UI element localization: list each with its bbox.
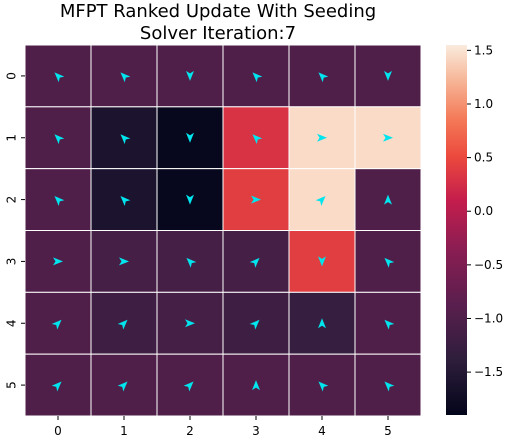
colorbar-tick-label: 0.0: [474, 204, 493, 218]
direction-arrow: [120, 134, 131, 145]
y-tick-label: 5: [5, 381, 19, 389]
colorbar-tick-label: −0.5: [474, 258, 503, 272]
direction-arrow: [53, 257, 63, 266]
x-tick-label: 0: [54, 424, 62, 438]
heatmap-cells: [24, 44, 422, 417]
direction-arrow: [249, 257, 260, 268]
direction-arrow: [318, 256, 326, 267]
direction-arrow: [315, 196, 326, 206]
colorbar-tick-label: 1.5: [474, 43, 493, 57]
direction-arrow: [384, 257, 395, 268]
direction-arrow: [249, 319, 260, 330]
direction-arrow: [384, 319, 395, 330]
direction-arrow: [251, 195, 261, 204]
direction-arrow: [117, 381, 128, 392]
direction-arrow: [186, 257, 197, 268]
direction-arrow: [51, 319, 62, 330]
direction-arrow: [383, 133, 393, 142]
direction-arrow: [252, 380, 260, 391]
direction-arrow: [318, 381, 329, 392]
chart-title-line-1: MFPT Ranked Update With Seeding: [60, 1, 376, 22]
direction-arrow: [252, 72, 263, 83]
colorbar-tick-label: 1.0: [474, 97, 493, 111]
direction-arrow: [120, 196, 131, 206]
direction-arrow: [54, 134, 65, 145]
heatmap-cell: [90, 168, 158, 232]
colorbar-ticks: 1.5 1.0 0.5 0.0 −0.5 −1.0 −1.5: [467, 43, 503, 379]
direction-arrow: [384, 70, 392, 81]
x-tick-label: 5: [384, 424, 392, 438]
x-tick-label: 3: [252, 424, 260, 438]
direction-arrow: [384, 194, 392, 205]
direction-arrow: [186, 194, 194, 205]
colorbar-tick-label: −1.0: [474, 311, 503, 325]
chart-title-line-2: Solver Iteration:7: [140, 23, 296, 44]
heatmap-arrows: [51, 70, 395, 392]
direction-arrow: [384, 381, 395, 392]
x-tick-label: 4: [318, 424, 326, 438]
direction-arrow: [183, 381, 194, 392]
x-tick-label: 1: [120, 424, 128, 438]
direction-arrow: [252, 134, 263, 145]
direction-arrow: [51, 381, 62, 392]
direction-arrow: [54, 196, 65, 206]
direction-arrow: [317, 133, 327, 142]
y-tick-label: 4: [5, 319, 19, 327]
direction-arrow: [318, 72, 329, 83]
x-axis-ticks: 0 1 2 3 4 5: [54, 416, 392, 438]
y-tick-label: 3: [5, 258, 19, 266]
y-axis-ticks: 0 1 2 3 4 5: [5, 72, 25, 389]
direction-arrow: [186, 70, 194, 81]
direction-arrow: [119, 257, 129, 266]
direction-arrow: [120, 72, 131, 83]
y-tick-label: 2: [5, 196, 19, 204]
direction-arrow: [186, 132, 194, 143]
heatmap-cell: [90, 106, 158, 170]
y-tick-label: 0: [5, 72, 19, 80]
colorbar-tick-label: −1.5: [474, 365, 503, 379]
direction-arrow: [318, 318, 326, 329]
heatmap-cell: [222, 230, 290, 293]
direction-arrow: [185, 319, 195, 328]
direction-arrow: [117, 319, 128, 330]
x-tick-label: 2: [186, 424, 194, 438]
direction-arrow: [54, 72, 65, 83]
colorbar-tick-label: 0.5: [474, 151, 493, 165]
colorbar: [446, 45, 467, 415]
y-tick-label: 1: [5, 134, 19, 142]
